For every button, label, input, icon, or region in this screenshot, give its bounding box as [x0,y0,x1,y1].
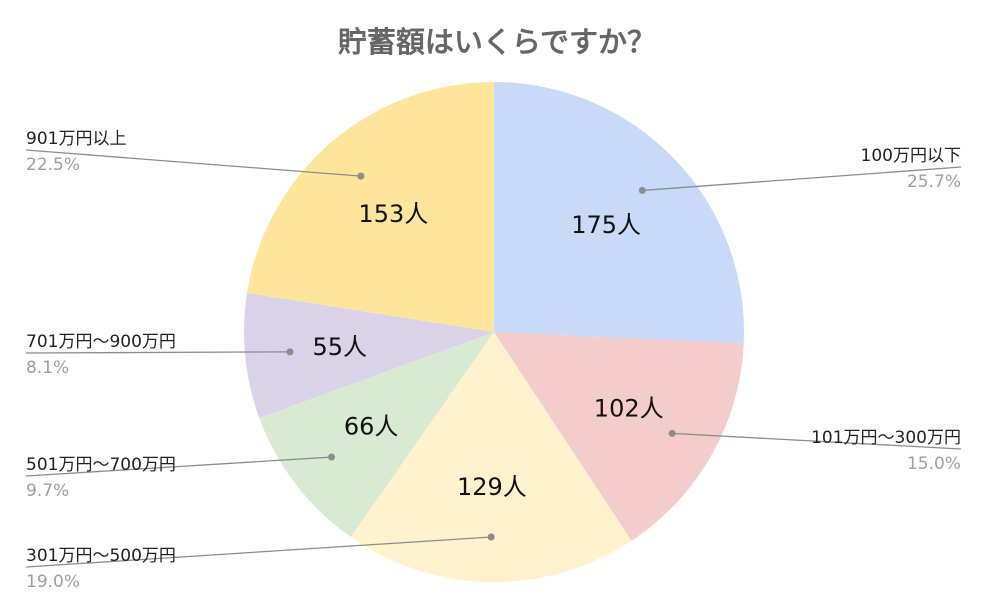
slice-count-label: 129人 [457,473,527,501]
category-label: 701万円〜900万円 [26,332,176,352]
slice-count-label: 153人 [358,200,428,228]
category-label: 301万円〜500万円 [26,546,176,566]
percent-label: 9.7% [26,481,69,501]
pie-slice [350,332,632,582]
percent-label: 8.1% [26,358,69,378]
percent-label: 25.7% [907,172,961,192]
pie-slices [244,82,744,582]
category-label: 901万円以上 [26,129,126,149]
slice-labels: 175人 100万円以下 25.7% 102人 101万円〜300万円 15.0% 129人… [26,129,961,592]
category-label: 501万円〜700万円 [26,455,176,475]
leader-line [25,149,361,177]
pie-slice [244,292,494,418]
leader-line [25,351,290,354]
category-label: 101万円〜300万円 [811,428,961,448]
leader-lines [25,149,962,568]
pie-slice [247,82,494,332]
chart-title: 貯蓄額はいくらですか？ [338,25,656,59]
slice-count-label: 175人 [571,211,641,239]
leader-line [25,456,332,477]
slice-count-label: 102人 [594,395,664,423]
slice-count-label: 66人 [344,413,399,441]
pie-slice [494,82,744,344]
category-label: 100万円以下 [861,146,961,166]
leader-line [642,166,962,192]
percent-label: 19.0% [26,572,80,592]
pie-slice [494,332,744,541]
slice-count-label: 55人 [312,333,367,361]
percent-label: 15.0% [907,454,961,474]
pie-slice [259,332,494,537]
percent-label: 22.5% [26,155,80,175]
leader-line [25,536,492,568]
leader-line [672,432,962,450]
